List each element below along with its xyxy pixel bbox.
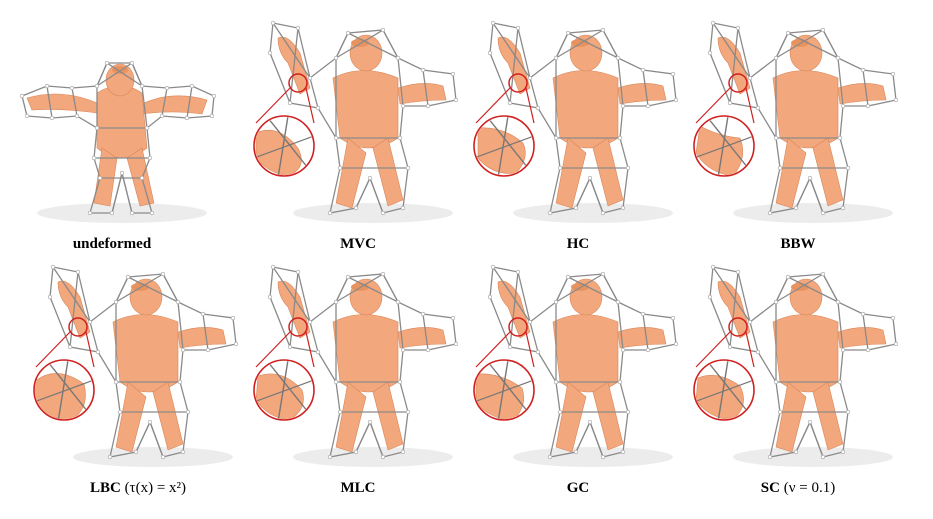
zoom-region-marker (728, 73, 748, 93)
zoom-inset (693, 73, 755, 177)
zoom-region-marker (508, 317, 528, 337)
zoom-inset (473, 73, 535, 177)
armadillo-render-mvc (253, 20, 459, 223)
caption-undeformed: undeformed (72, 236, 152, 252)
armadillo-mesh (26, 63, 208, 207)
panel-mlc: MLC (248, 252, 468, 502)
panel-gc: GC (468, 252, 688, 502)
armadillo-mesh (277, 278, 447, 453)
caption-mlc: MLC (340, 480, 376, 496)
zoom-inset (693, 317, 755, 421)
zoom-region-marker (288, 317, 308, 337)
armadillo-render-lbc (33, 264, 239, 467)
armadillo-render-hc (473, 20, 679, 223)
armadillo-mesh (497, 34, 667, 209)
control-cage (267, 20, 459, 216)
armadillo-mesh (497, 278, 667, 453)
ground-shadow (73, 447, 233, 467)
control-cage (487, 264, 679, 460)
zoom-region-marker (68, 317, 88, 337)
zoom-inset (33, 317, 95, 421)
armadillo-mesh (717, 278, 887, 453)
armadillo-render-sc (693, 264, 899, 467)
armadillo-render-undeformed (19, 60, 217, 223)
ground-shadow (37, 203, 207, 223)
zoom-region-marker (728, 317, 748, 337)
zoom-region-marker (288, 73, 308, 93)
panel-bbw: BBW (688, 8, 908, 258)
ground-shadow (513, 203, 673, 223)
panel-hc: HC (468, 8, 688, 258)
armadillo-mesh (57, 278, 227, 453)
caption-sc: SC (ν = 0.1) (760, 480, 836, 496)
caption-mvc: MVC (340, 236, 376, 252)
control-cage (19, 60, 217, 216)
control-cage (487, 20, 679, 216)
control-cage (47, 264, 239, 460)
ground-shadow (733, 447, 893, 467)
panel-undeformed: undeformed (2, 8, 222, 258)
zoom-region-marker (508, 73, 528, 93)
armadillo-render-mlc (253, 264, 459, 467)
armadillo-mesh (717, 34, 887, 209)
ground-shadow (733, 203, 893, 223)
caption-bbw: BBW (780, 236, 816, 252)
ground-shadow (293, 447, 453, 467)
caption-gc: GC (566, 480, 590, 496)
armadillo-mesh (277, 34, 447, 209)
control-cage (707, 264, 899, 460)
ground-shadow (513, 447, 673, 467)
panel-mvc: MVC (248, 8, 468, 258)
control-cage (267, 264, 459, 460)
zoom-inset (253, 73, 315, 177)
ground-shadow (293, 203, 453, 223)
control-cage (707, 20, 899, 216)
armadillo-render-gc (473, 264, 679, 467)
zoom-inset (473, 317, 535, 421)
armadillo-render-bbw (693, 20, 899, 223)
caption-lbc: LBC (τ(x) = x²) (89, 480, 187, 496)
zoom-inset (253, 317, 315, 421)
panel-sc: SC (ν = 0.1) (688, 252, 908, 502)
caption-hc: HC (566, 236, 590, 252)
panel-lbc: LBC (τ(x) = x²) (28, 252, 248, 502)
